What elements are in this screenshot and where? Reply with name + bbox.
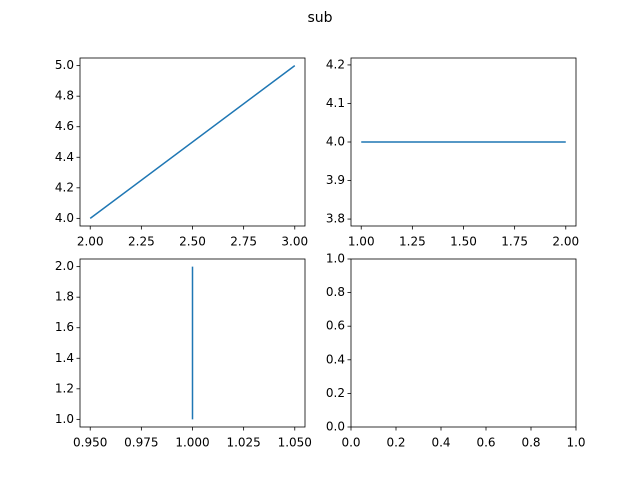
x-tick-label: 3.00 <box>281 235 308 249</box>
x-tick-label: 1.025 <box>226 436 260 450</box>
x-tick-label: 0.2 <box>386 436 405 450</box>
x-tick-label: 1.000 <box>175 436 209 450</box>
y-tick-label: 1.8 <box>55 290 74 304</box>
x-tick-label: 0.6 <box>476 436 495 450</box>
y-tick-label: 4.0 <box>55 211 74 225</box>
x-tick-label: 0.4 <box>431 436 450 450</box>
x-tick-label: 0.950 <box>73 436 107 450</box>
x-tick-label: 1.75 <box>501 235 528 249</box>
y-tick-label: 4.2 <box>326 57 345 71</box>
figure-title: sub <box>307 10 332 26</box>
y-tick-label: 0.4 <box>326 352 345 366</box>
line <box>89 65 296 219</box>
x-tick-label: 1.00 <box>348 235 375 249</box>
y-tick-label: 4.4 <box>55 150 74 164</box>
y-tick-label: 0.8 <box>326 285 345 299</box>
y-tick-label: 0.6 <box>326 319 345 333</box>
y-tick-label: 4.1 <box>326 96 345 110</box>
y-tick-label: 3.9 <box>326 173 345 187</box>
y-tick-label: 4.0 <box>326 135 345 149</box>
x-tick-label: 2.50 <box>179 235 206 249</box>
x-tick-label: 2.00 <box>552 235 579 249</box>
y-tick-label: 4.2 <box>55 180 74 194</box>
x-tick-label: 1.25 <box>399 235 426 249</box>
y-tick-label: 5.0 <box>55 58 74 72</box>
axes-frame <box>79 258 306 428</box>
y-tick-label: 1.0 <box>326 252 345 266</box>
axes-frame <box>350 258 577 428</box>
x-tick-label: 2.00 <box>77 235 104 249</box>
x-tick-label: 2.75 <box>230 235 257 249</box>
x-tick-label: 0.0 <box>341 436 360 450</box>
axes-frame <box>350 57 577 227</box>
y-tick-label: 4.8 <box>55 89 74 103</box>
y-tick-label: 2.0 <box>55 259 74 273</box>
y-tick-label: 3.8 <box>326 212 345 226</box>
y-tick-label: 1.2 <box>55 381 74 395</box>
x-tick-label: 0.975 <box>124 436 158 450</box>
axes-frame <box>79 57 306 227</box>
y-tick-label: 0.0 <box>326 420 345 434</box>
y-tick-label: 1.0 <box>55 412 74 426</box>
y-tick-label: 1.6 <box>55 320 74 334</box>
x-tick-label: 1.0 <box>566 436 585 450</box>
x-tick-label: 1.050 <box>278 436 312 450</box>
y-tick-label: 0.2 <box>326 386 345 400</box>
y-tick-label: 4.6 <box>55 119 74 133</box>
x-tick-label: 2.25 <box>128 235 155 249</box>
x-tick-label: 1.50 <box>450 235 477 249</box>
x-tick-label: 0.8 <box>521 436 540 450</box>
y-tick-label: 1.4 <box>55 351 74 365</box>
